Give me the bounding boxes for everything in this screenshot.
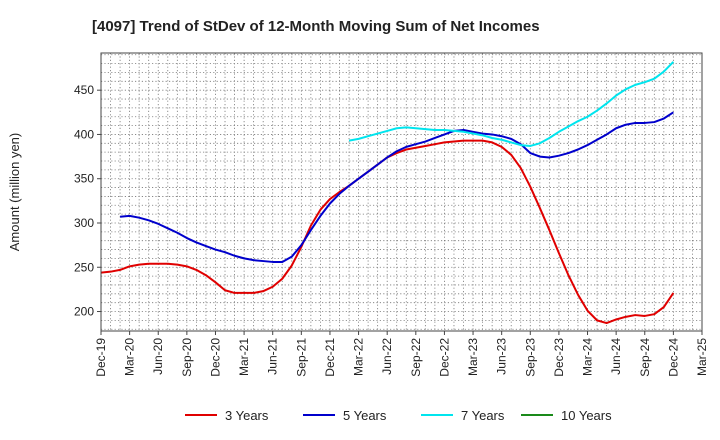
- y-tick-label: 200: [74, 305, 94, 319]
- x-tick-label: Dec-22: [437, 338, 451, 377]
- y-tick-label: 300: [74, 216, 94, 230]
- grid: [101, 53, 702, 331]
- series-line-7-years: [348, 61, 675, 147]
- x-tick-label: Sep-23: [523, 338, 537, 377]
- x-tick-label: Jun-21: [266, 338, 280, 375]
- x-tick-label: Dec-21: [323, 338, 337, 377]
- y-axis-label: Amount (million yen): [7, 133, 22, 252]
- x-tick-label: Mar-24: [581, 338, 595, 376]
- x-tick-label: Dec-23: [552, 338, 566, 377]
- plot-lines: [100, 61, 675, 325]
- x-tick-label: Dec-20: [208, 338, 222, 377]
- y-tick-label: 250: [74, 260, 94, 274]
- y-tick-label: 350: [74, 172, 94, 186]
- plot-frame: [100, 52, 703, 332]
- series-line-5-years: [119, 111, 674, 263]
- x-tick-label: Sep-22: [409, 338, 423, 377]
- x-tick-label: Dec-19: [94, 338, 108, 377]
- x-tick-label: Mar-22: [352, 338, 366, 376]
- legend-label: 3 Years: [225, 408, 269, 423]
- y-tick-label: 450: [74, 83, 94, 97]
- legend-label: 10 Years: [561, 408, 612, 423]
- x-tick-label: Mar-21: [237, 338, 251, 376]
- x-tick-label: Jun-20: [151, 338, 165, 375]
- x-tick-label: Dec-24: [666, 338, 680, 377]
- legend-label: 7 Years: [461, 408, 505, 423]
- legend: 3 Years 5 Years 7 Years 10 Years: [185, 408, 612, 423]
- chart-title: [4097] Trend of StDev of 12-Month Moving…: [92, 18, 540, 35]
- x-tick-label: Mar-20: [123, 338, 137, 376]
- legend-label: 5 Years: [343, 408, 387, 423]
- x-tick-label: Mar-25: [695, 338, 709, 376]
- x-tick-label: Sep-21: [294, 338, 308, 377]
- x-tick-label: Jun-22: [380, 338, 394, 375]
- x-axis-ticks: Dec-19 Mar-20 Jun-20 Sep-20 Dec-20 Mar-21 Jun-…: [94, 331, 709, 377]
- x-tick-label: Sep-20: [180, 338, 194, 377]
- y-axis-ticks: 200 250 300 350 400 450: [74, 83, 101, 319]
- y-tick-label: 400: [74, 127, 94, 141]
- x-tick-label: Jun-23: [495, 338, 509, 375]
- x-tick-label: Sep-24: [638, 338, 652, 377]
- x-tick-label: Mar-23: [466, 338, 480, 376]
- x-tick-label: Jun-24: [609, 338, 623, 375]
